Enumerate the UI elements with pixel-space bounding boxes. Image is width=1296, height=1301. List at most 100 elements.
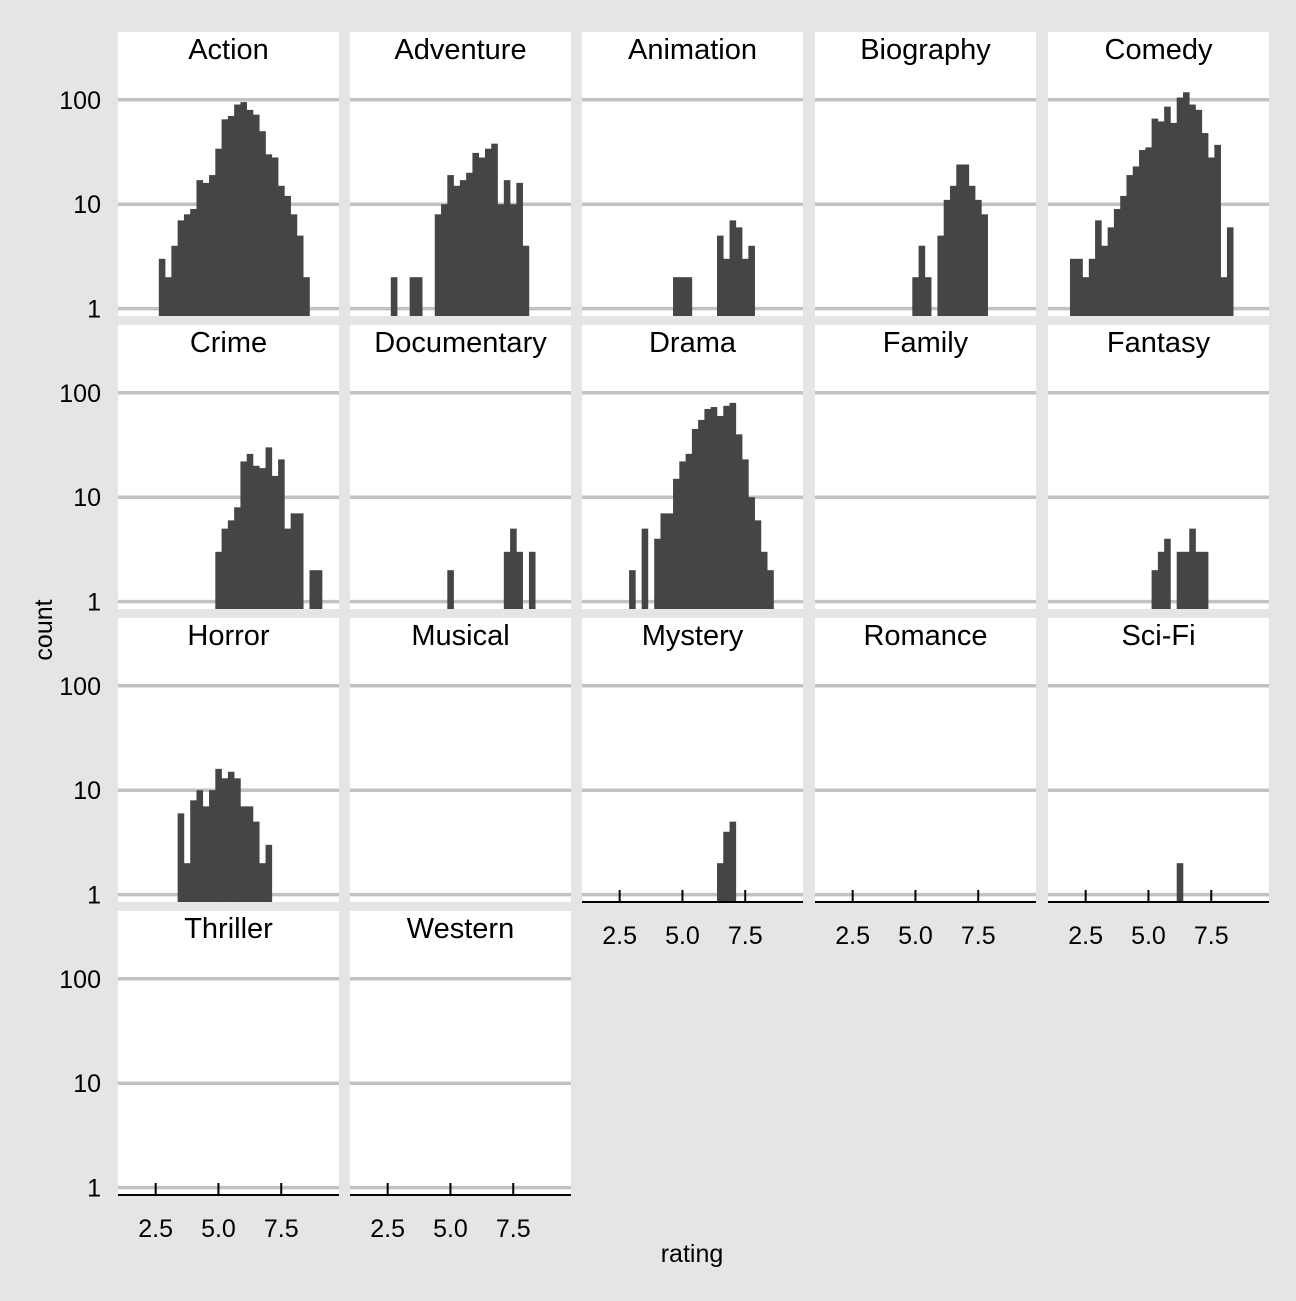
panel-background xyxy=(350,650,571,902)
bar-drama-6 xyxy=(704,408,712,609)
facet-drama: Drama xyxy=(582,325,803,609)
bar-comedy-5 xyxy=(1145,147,1152,316)
bar-action-8 xyxy=(290,214,298,316)
bar-sci-fi-6.25 xyxy=(1176,863,1184,902)
bar-comedy-8 xyxy=(1220,277,1228,316)
facet-animation: Animation xyxy=(582,32,803,316)
bar-comedy-2.75 xyxy=(1088,258,1096,316)
facet-thriller: Thriller xyxy=(118,911,339,1195)
x-tick-label-2-5: 2.5 xyxy=(138,1215,173,1243)
facet-western: Western xyxy=(350,911,571,1195)
strip-label-fantasy: Fantasy xyxy=(1107,327,1211,359)
bar-drama-5.75 xyxy=(698,419,705,609)
bar-comedy-6.25 xyxy=(1176,97,1184,317)
panel-background xyxy=(815,650,1036,902)
bar-action-7 xyxy=(265,154,273,316)
bar-drama-8.25 xyxy=(760,551,768,609)
facet-mystery: Mystery xyxy=(582,618,803,902)
bar-animation-7.25 xyxy=(735,227,743,316)
bar-biography-6.5 xyxy=(949,185,957,316)
bar-adventure-5.25 xyxy=(453,185,461,316)
bar-crime-7.5 xyxy=(278,459,285,609)
bar-comedy-4 xyxy=(1120,195,1127,316)
panel-background xyxy=(1048,650,1269,902)
strip-label-biography: Biography xyxy=(860,34,991,66)
bar-comedy-7.25 xyxy=(1201,133,1209,316)
panel-background xyxy=(118,943,339,1195)
x-axis-title: rating xyxy=(661,1240,724,1268)
strip-background xyxy=(118,911,339,943)
facet-action: Action xyxy=(118,32,339,317)
bar-adventure-6.5 xyxy=(484,148,492,316)
strip-label-horror: Horror xyxy=(187,620,270,652)
facet-sci-fi: Sci-Fi xyxy=(1048,618,1269,902)
bar-crime-6.75 xyxy=(259,468,266,609)
strip-background xyxy=(118,325,339,357)
bar-comedy-5.75 xyxy=(1164,106,1171,316)
bar-comedy-3.25 xyxy=(1101,245,1108,316)
y-tick-label-1: 1 xyxy=(87,589,101,617)
bar-adventure-2.75 xyxy=(390,277,398,316)
panel-background xyxy=(815,357,1036,609)
y-axis-title: count xyxy=(30,599,58,660)
strip-label-adventure: Adventure xyxy=(394,34,526,66)
facet-romance: Romance xyxy=(815,618,1036,902)
bar-drama-6.5 xyxy=(716,415,724,609)
bar-horror-5.25 xyxy=(221,778,229,902)
bar-horror-4.25 xyxy=(196,790,204,902)
bar-fantasy-7.25 xyxy=(1201,551,1209,609)
y-tick-label-10: 10 xyxy=(73,484,101,512)
facet-biography: Biography xyxy=(815,32,1036,316)
bar-comedy-7 xyxy=(1195,109,1203,316)
strip-background xyxy=(582,32,803,64)
strip-background xyxy=(1048,32,1269,64)
strip-label-crime: Crime xyxy=(190,327,267,359)
bar-biography-6.25 xyxy=(943,199,951,316)
bar-comedy-2.25 xyxy=(1076,258,1083,316)
bar-animation-7.75 xyxy=(748,245,755,316)
bar-adventure-6.75 xyxy=(491,143,498,316)
facet-family: Family xyxy=(815,325,1036,609)
x-tick-label-2-5: 2.5 xyxy=(1068,922,1103,950)
facet-horror: Horror xyxy=(118,618,339,902)
bar-action-4.25 xyxy=(196,180,204,316)
bar-drama-4.5 xyxy=(666,513,674,609)
bar-drama-4.75 xyxy=(673,478,680,609)
bar-crime-6 xyxy=(240,461,248,609)
panel-background xyxy=(815,64,1036,316)
bar-drama-6.25 xyxy=(710,407,718,609)
bar-comedy-6.5 xyxy=(1182,92,1190,316)
bar-action-8.5 xyxy=(303,277,310,316)
bar-comedy-8.25 xyxy=(1226,227,1234,316)
strip-label-family: Family xyxy=(883,327,969,359)
facet-panels: Action Adventure Animation Biography Comedy C… xyxy=(118,32,1269,1195)
bar-action-4.75 xyxy=(209,175,216,316)
strip-background xyxy=(582,325,803,357)
bar-adventure-8 xyxy=(522,245,530,316)
bar-horror-3.75 xyxy=(183,863,191,902)
facet-musical: Musical xyxy=(350,618,571,902)
bar-fantasy-5.5 xyxy=(1157,551,1165,609)
bar-documentary-8.25 xyxy=(528,551,536,609)
strip-background xyxy=(1048,325,1269,357)
bar-drama-7 xyxy=(729,402,737,609)
bar-documentary-7.25 xyxy=(503,551,511,609)
bar-crime-7.25 xyxy=(271,475,279,609)
bar-adventure-7.25 xyxy=(503,180,511,316)
bar-fantasy-6.75 xyxy=(1189,528,1196,609)
x-axes: 2.5 5.0 7.5 2.5 5.0 7.5 2.5 5.0 7.5 2.5 5.0 7.5 2.5 5… xyxy=(118,890,1269,1243)
strip-label-mystery: Mystery xyxy=(642,620,744,652)
bar-adventure-7.5 xyxy=(510,204,517,316)
bar-horror-4 xyxy=(190,800,197,902)
bar-crime-5.25 xyxy=(221,528,229,609)
y-tick-label-1: 1 xyxy=(87,1175,101,1203)
bar-drama-4.25 xyxy=(660,513,668,609)
bar-documentary-7.75 xyxy=(516,551,523,609)
bar-adventure-5 xyxy=(447,175,454,316)
bar-adventure-5.75 xyxy=(466,172,473,316)
bar-crime-8 xyxy=(290,513,298,609)
bar-crime-8.75 xyxy=(309,570,317,609)
bar-action-5.25 xyxy=(221,119,229,316)
y-tick-label-100: 100 xyxy=(59,966,101,994)
bar-drama-5.5 xyxy=(691,428,699,609)
